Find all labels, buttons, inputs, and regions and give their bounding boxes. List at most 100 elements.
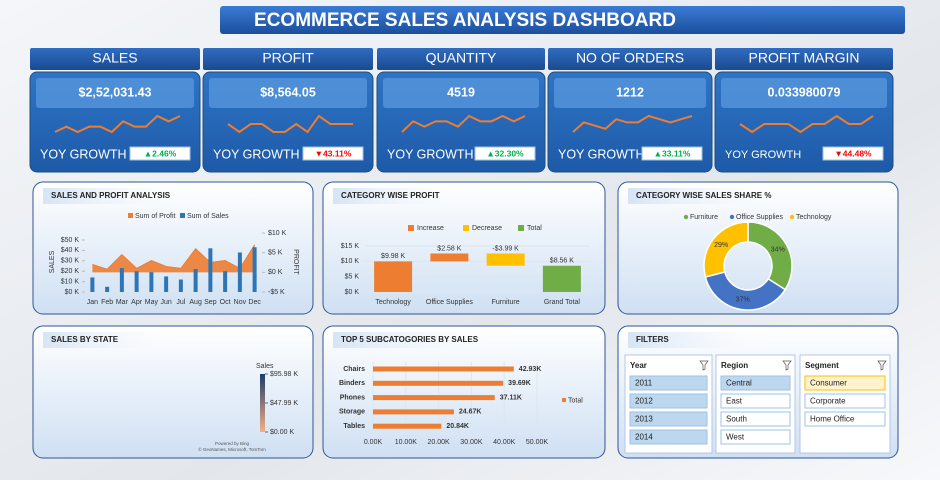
panel-title: FILTERS <box>636 335 669 344</box>
y-tick-label: Chairs <box>343 366 365 373</box>
slicer-item-label[interactable]: 2014 <box>635 433 653 442</box>
panel-title: CATEGORY WISE PROFIT <box>341 191 440 200</box>
legend-label: Increase <box>417 225 444 232</box>
slicer-item-label[interactable]: 2011 <box>635 379 653 388</box>
slicer-item-label[interactable]: 2013 <box>635 415 653 424</box>
kpi-value-box <box>209 78 367 108</box>
kpi-growth-box <box>129 146 191 161</box>
kpi-title: QUANTITY <box>426 50 497 66</box>
kpi-title: NO OF ORDERS <box>576 50 684 66</box>
sales-bar <box>178 279 183 292</box>
panel-title-tab <box>628 332 778 348</box>
kpi-growth-box <box>302 146 364 161</box>
donut-slice <box>747 221 793 291</box>
slicer-item[interactable] <box>720 429 791 445</box>
panel-title: SALES AND PROFIT ANALYSIS <box>51 191 171 200</box>
kpi-sparkline <box>401 114 526 133</box>
sales-bar <box>119 268 124 292</box>
slicer-item-label[interactable]: South <box>726 415 747 424</box>
y2-axis-label: PROFIT <box>292 249 299 275</box>
legend-label: Furniture <box>690 214 718 221</box>
kpi-sparkline <box>572 114 693 133</box>
x-tick-label: 40.00K <box>493 439 516 446</box>
x-tick-label: May <box>145 299 159 306</box>
slicer-item-label[interactable]: Central <box>726 379 752 388</box>
x-tick-label: 0.00K <box>364 439 383 446</box>
x-tick-label: Jul <box>176 299 185 306</box>
x-tick-label: 30.00K <box>460 439 483 446</box>
x-tick-label: 50.00K <box>526 439 549 446</box>
kpi-title: SALES <box>92 50 137 66</box>
y-tick-label: Binders <box>339 380 365 387</box>
legend-label: Total <box>527 225 542 232</box>
sales-bar <box>90 277 95 292</box>
y-tick-label: Tables <box>343 423 365 430</box>
panel-title: TOP 5 SUBCATOGORIES BY SALES <box>341 335 479 344</box>
slicer-item[interactable] <box>629 375 708 391</box>
slicer-item-label[interactable]: East <box>726 397 743 406</box>
y2-tick-label: $10 K <box>268 230 287 237</box>
legend-label: Sum of Sales <box>187 213 229 220</box>
slicer-item[interactable] <box>804 393 886 409</box>
y-tick-label: $50 K <box>61 237 80 244</box>
profit-line <box>92 244 256 270</box>
kpi-value: 0.033980079 <box>768 85 841 99</box>
value-label: 37.11K <box>500 394 522 401</box>
slicer-title: Segment <box>805 361 839 370</box>
value-label: 39.69K <box>508 380 531 387</box>
x-tick-label: 10.00K <box>395 439 418 446</box>
map-legend-label: $47.99 K <box>270 400 298 407</box>
slicer-item[interactable] <box>804 375 886 391</box>
slicer-item-label[interactable]: Consumer <box>810 379 847 388</box>
value-label: 20.84K <box>446 423 469 430</box>
x-tick-label: Furniture <box>492 299 520 306</box>
slice-label: 37% <box>736 296 750 303</box>
kpi-sparkline <box>739 114 874 134</box>
sales-bar <box>237 252 242 292</box>
bar <box>373 395 495 401</box>
slicer-item-label[interactable]: Home Office <box>810 415 855 424</box>
donut-slice <box>704 271 787 311</box>
header-bar <box>220 6 905 34</box>
slicer-clear-icon[interactable] <box>877 360 887 371</box>
y-tick-label: $0 K <box>65 289 80 296</box>
kpi-title-bar <box>715 48 893 70</box>
bar <box>373 409 454 415</box>
y-tick-label: Storage <box>339 409 365 416</box>
slicer-item-label[interactable]: West <box>726 433 745 442</box>
x-tick-label: Office Supplies <box>426 299 473 306</box>
slicer-item[interactable] <box>629 393 708 409</box>
x-tick-label: Oct <box>220 299 231 306</box>
legend-swatch <box>789 214 795 220</box>
y-tick-label: $10 K <box>61 278 80 285</box>
kpi-value: 4519 <box>447 85 475 99</box>
slicer-item-label[interactable]: Corporate <box>810 397 846 406</box>
kpi-value-box <box>554 78 706 108</box>
kpi-growth: ▲2.46% <box>144 148 177 158</box>
slicer-clear-icon[interactable] <box>699 360 709 371</box>
value-label: $9.98 K <box>381 253 405 260</box>
slicer-item[interactable] <box>720 375 791 391</box>
kpi-sparkline <box>54 114 181 134</box>
slicer-item[interactable] <box>720 411 791 427</box>
slicer-item[interactable] <box>720 393 791 409</box>
x-tick-label: 20.00K <box>428 439 451 446</box>
slicer-item[interactable] <box>629 429 708 445</box>
sales-bar <box>134 271 139 292</box>
slicer-clear-icon[interactable] <box>782 360 792 371</box>
x-tick-label: Nov <box>234 299 247 306</box>
legend-label: Technology <box>796 214 832 221</box>
slicer-item[interactable] <box>629 411 708 427</box>
slicer-item[interactable] <box>804 411 886 427</box>
y-tick-label: $20 K <box>61 268 80 275</box>
kpi-title-bar <box>548 48 712 70</box>
map-legend-label: $0.00 K <box>270 429 294 436</box>
y-tick-label: $0 K <box>345 289 360 296</box>
panel <box>32 325 314 459</box>
y-axis-label: SALES <box>49 250 56 273</box>
y-tick-label: Phones <box>340 394 365 401</box>
kpi-growth-label: YOY GROWTH <box>213 147 300 161</box>
slicer-item-label[interactable]: 2012 <box>635 397 653 406</box>
value-label: $2.58 K <box>437 245 461 252</box>
legend-swatch <box>518 225 524 231</box>
